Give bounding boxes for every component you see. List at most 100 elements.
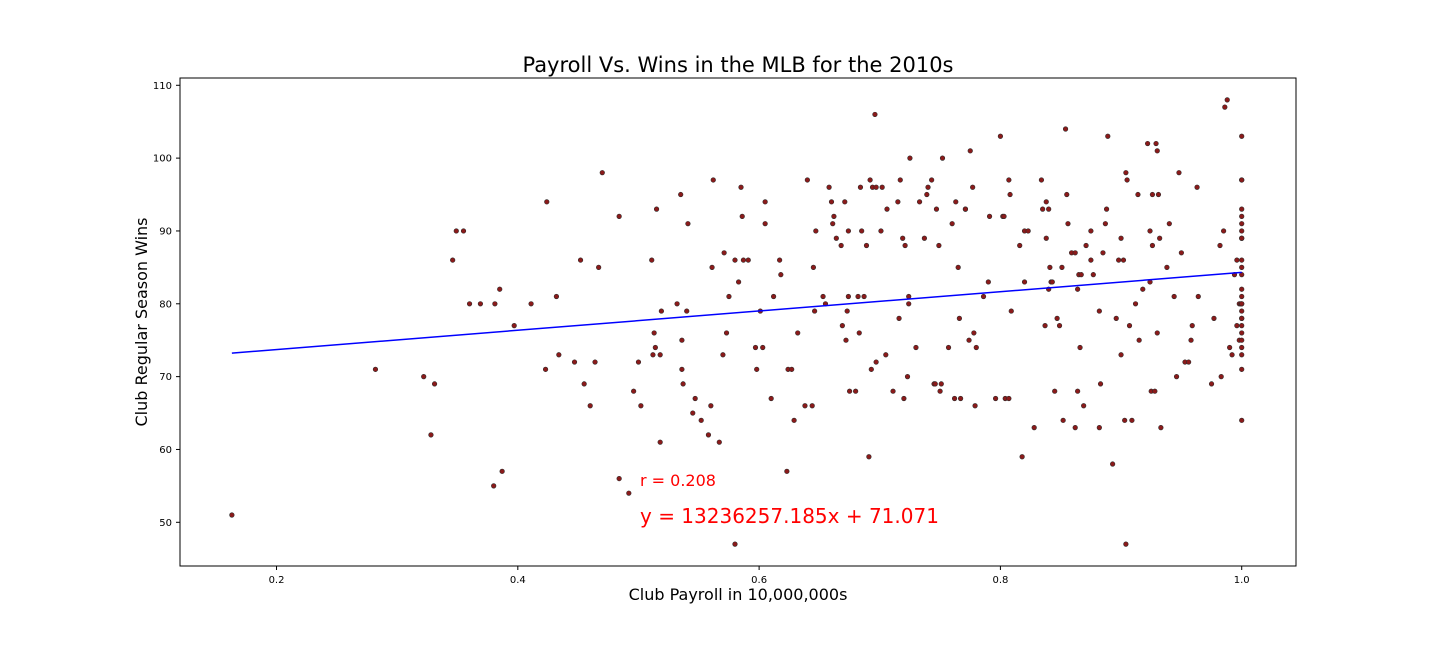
data-point [1064, 191, 1070, 198]
data-point [1234, 257, 1240, 263]
data-point [1158, 425, 1164, 431]
data-point [884, 206, 890, 212]
data-point [1239, 272, 1245, 278]
data-point [1006, 177, 1012, 183]
data-point [956, 315, 962, 321]
data-point [813, 228, 819, 234]
data-point [1239, 417, 1245, 423]
data-point [1123, 541, 1129, 547]
data-point [861, 293, 867, 300]
data-point [229, 512, 235, 518]
x-tick-label: 1.0 [1234, 575, 1250, 586]
data-point [708, 403, 714, 409]
data-point [1100, 250, 1106, 256]
data-point [1088, 228, 1094, 234]
data-point [1221, 228, 1227, 234]
data-point [906, 293, 912, 300]
data-point [883, 352, 889, 358]
data-point [1007, 191, 1013, 198]
data-point [936, 242, 942, 249]
data-point [879, 184, 885, 190]
data-point [789, 366, 795, 372]
data-point [372, 366, 379, 372]
data-point [587, 403, 593, 409]
data-point [945, 344, 952, 351]
data-point [680, 381, 686, 387]
data-point [1077, 344, 1083, 351]
data-point [890, 388, 896, 394]
data-point [896, 315, 902, 321]
data-point [1229, 352, 1235, 358]
y-tick-label: 70 [159, 372, 172, 383]
data-point [1153, 140, 1159, 147]
data-point [431, 381, 438, 387]
data-point [992, 395, 999, 402]
regression-line [231, 271, 1242, 354]
data-point [720, 352, 726, 358]
data-point [831, 213, 837, 219]
data-point [1140, 286, 1146, 292]
data-point [904, 374, 911, 380]
data-point [906, 301, 912, 307]
data-point [1075, 286, 1081, 292]
data-point [970, 184, 976, 190]
data-point [938, 381, 944, 387]
data-point [1239, 366, 1245, 372]
data-point [810, 264, 817, 270]
data-point [577, 257, 584, 263]
data-point [1052, 388, 1058, 394]
data-point [421, 374, 427, 380]
data-point [985, 279, 991, 285]
data-point [705, 432, 712, 438]
data-point [1239, 344, 1245, 351]
data-point [1006, 395, 1012, 402]
data-point [777, 257, 783, 263]
data-point [1097, 381, 1104, 387]
data-point [809, 403, 815, 409]
data-point [710, 177, 716, 183]
data-point [872, 111, 878, 118]
data-point [838, 242, 844, 249]
data-point [778, 272, 784, 278]
data-point [657, 439, 663, 445]
data-point [857, 184, 864, 190]
data-point [916, 199, 923, 205]
data-point [921, 235, 928, 241]
data-point [542, 366, 549, 372]
data-point [653, 206, 660, 212]
data-point [937, 388, 943, 394]
data-point [616, 213, 622, 219]
data-point [1060, 417, 1066, 423]
data-point [1054, 315, 1060, 321]
data-point [658, 308, 664, 314]
data-point [843, 337, 849, 343]
data-point [1239, 206, 1245, 212]
data-point [859, 228, 865, 234]
data-point [1102, 221, 1108, 227]
data-point [1208, 381, 1215, 387]
data-point [1110, 461, 1116, 467]
data-point [736, 279, 742, 285]
x-tick-label: 0.4 [510, 575, 526, 586]
data-point [784, 468, 790, 474]
y-tick-label: 100 [153, 154, 172, 165]
data-point [466, 301, 473, 307]
data-point [477, 301, 484, 307]
data-point [900, 235, 906, 241]
data-point [492, 301, 498, 307]
data-point [1239, 301, 1245, 307]
data-point [1118, 235, 1124, 241]
data-point [925, 184, 931, 190]
data-point [651, 330, 657, 336]
data-point [1239, 286, 1245, 292]
data-point [820, 293, 826, 300]
data-point [895, 199, 901, 205]
data-point [692, 395, 698, 402]
data-point [652, 344, 658, 351]
data-points [229, 97, 1245, 547]
data-point [571, 359, 578, 365]
data-point [867, 177, 873, 183]
data-point [1081, 403, 1087, 409]
data-point [626, 490, 632, 496]
data-point [709, 264, 715, 270]
